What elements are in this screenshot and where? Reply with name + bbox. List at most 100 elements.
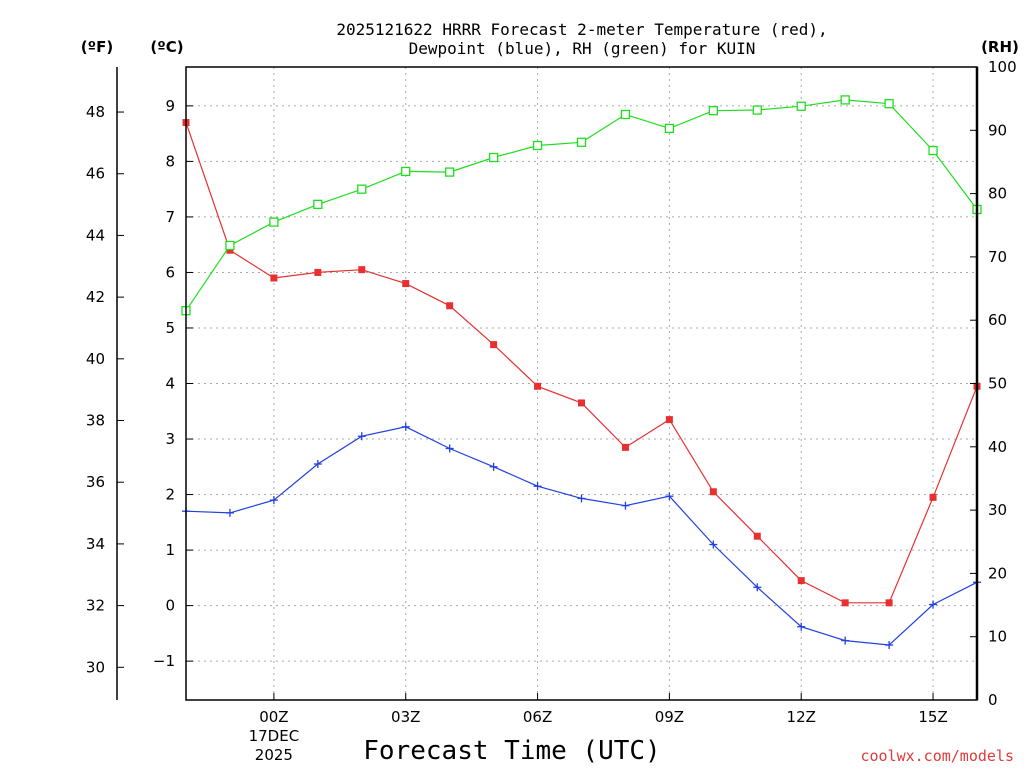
credit-text: coolwx.com/models xyxy=(860,747,1014,765)
chart-title-line2: Dewpoint (blue), RH (green) for KUIN xyxy=(409,39,756,58)
dewpoint-point-12 xyxy=(709,540,718,549)
f-tick-label-42: 42 xyxy=(86,288,105,306)
rh-line xyxy=(185,99,978,312)
x-tick-label-09Z: 09Z xyxy=(655,708,684,726)
x-date-label: 17DEC xyxy=(249,727,300,745)
x-tick-label-15Z: 15Z xyxy=(918,708,947,726)
rh-point-10 xyxy=(620,109,631,120)
f-tick-label-32: 32 xyxy=(86,597,105,615)
f-tick-label-46: 46 xyxy=(86,165,105,183)
temperature-point-5 xyxy=(402,280,410,288)
temperature-point-8 xyxy=(534,382,542,390)
rh-point-1 xyxy=(225,240,235,251)
rh-point-11 xyxy=(664,123,675,134)
c-tick-label-8: 8 xyxy=(165,152,175,170)
x-tick-label-12Z: 12Z xyxy=(787,708,816,726)
temperature-line xyxy=(185,122,978,604)
f-tick-label-38: 38 xyxy=(86,412,105,430)
rh-point-2 xyxy=(269,217,279,227)
rh-point-3 xyxy=(313,199,323,210)
rh-point-17 xyxy=(928,145,938,156)
temperature-point-9 xyxy=(578,399,585,407)
temperature-point-13 xyxy=(753,532,761,540)
axes: −101234567893032343638404244464801020304… xyxy=(86,58,1017,764)
rh-point-14 xyxy=(796,101,806,111)
series-layer xyxy=(181,95,982,650)
temperature-point-3 xyxy=(314,268,322,276)
dewpoint-point-16 xyxy=(885,641,894,650)
c-tick-label-3: 3 xyxy=(165,430,175,448)
f-tick-label-34: 34 xyxy=(86,535,105,553)
x-year-label: 2025 xyxy=(255,746,293,764)
c-tick-label--1: −1 xyxy=(153,652,175,670)
dewpoint-point-2 xyxy=(269,496,278,505)
rh-tick-label-20: 20 xyxy=(988,564,1007,582)
temperature-point-10 xyxy=(621,443,629,451)
chart-title-line1: 2025121622 HRRR Forecast 2-meter Tempera… xyxy=(336,20,827,39)
temperature-point-2 xyxy=(270,274,278,282)
dewpoint-point-17 xyxy=(929,600,938,609)
rh-point-6 xyxy=(445,167,455,177)
x-tick-label-03Z: 03Z xyxy=(391,708,420,726)
temperature-point-14 xyxy=(797,577,805,585)
rh-tick-label-0: 0 xyxy=(988,691,998,709)
c-tick-label-9: 9 xyxy=(165,97,175,115)
dewpoint-point-14 xyxy=(797,622,806,631)
c-tick-label-6: 6 xyxy=(165,263,175,281)
c-tick-label-2: 2 xyxy=(165,486,175,504)
temperature-point-7 xyxy=(490,341,498,349)
dewpoint-point-5 xyxy=(401,422,410,431)
temperature-point-15 xyxy=(841,599,849,607)
grid-lines xyxy=(186,67,977,700)
rh-point-15 xyxy=(840,95,850,105)
x-axis-title: Forecast Time (UTC) xyxy=(363,736,660,766)
rh-tick-label-30: 30 xyxy=(988,501,1007,519)
dewpoint-point-8 xyxy=(533,482,542,491)
temperature-point-12 xyxy=(709,488,717,496)
f-tick-label-48: 48 xyxy=(86,103,105,121)
dewpoint-line xyxy=(185,426,978,646)
dewpoint-point-15 xyxy=(841,636,850,645)
temperature-point-16 xyxy=(885,599,893,607)
rh-point-13 xyxy=(752,105,762,115)
temperature-point-17 xyxy=(929,493,937,501)
c-tick-label-7: 7 xyxy=(165,208,175,226)
rh-tick-label-50: 50 xyxy=(988,375,1007,393)
rh-point-12 xyxy=(708,106,718,116)
f-tick-label-36: 36 xyxy=(86,473,105,491)
c-tick-label-0: 0 xyxy=(165,597,175,615)
temperature-point-1 xyxy=(226,246,234,254)
temperature-point-6 xyxy=(446,302,454,310)
f-tick-label-40: 40 xyxy=(86,350,105,368)
celsius-unit-label: (ºC) xyxy=(150,38,183,56)
fahrenheit-unit-label: (ºF) xyxy=(81,38,113,56)
rh-point-9 xyxy=(576,137,587,147)
dewpoint-point-1 xyxy=(225,508,234,517)
c-tick-label-4: 4 xyxy=(165,375,175,393)
rh-point-7 xyxy=(488,152,499,163)
dewpoint-point-10 xyxy=(621,501,630,510)
dewpoint-point-11 xyxy=(665,492,674,501)
f-tick-label-30: 30 xyxy=(86,658,105,676)
rh-unit-label: (RH) xyxy=(981,38,1019,56)
temperature-point-11 xyxy=(665,416,673,424)
rh-tick-label-40: 40 xyxy=(988,438,1007,456)
c-tick-label-1: 1 xyxy=(165,541,175,559)
dewpoint-point-4 xyxy=(357,432,366,441)
dewpoint-point-9 xyxy=(577,494,586,503)
dewpoint-point-13 xyxy=(753,583,762,592)
dewpoint-point-7 xyxy=(489,462,498,471)
f-tick-label-44: 44 xyxy=(86,226,105,244)
rh-tick-label-10: 10 xyxy=(988,628,1007,646)
rh-point-16 xyxy=(884,99,894,109)
dewpoint-point-3 xyxy=(313,460,322,469)
rh-tick-label-70: 70 xyxy=(988,248,1007,266)
rh-tick-label-60: 60 xyxy=(988,311,1007,329)
x-tick-label-00Z: 00Z xyxy=(259,708,288,726)
c-tick-label-5: 5 xyxy=(165,319,175,337)
rh-point-5 xyxy=(401,166,411,177)
dewpoint-point-6 xyxy=(445,444,454,453)
rh-point-4 xyxy=(357,184,367,194)
x-tick-label-06Z: 06Z xyxy=(523,708,552,726)
